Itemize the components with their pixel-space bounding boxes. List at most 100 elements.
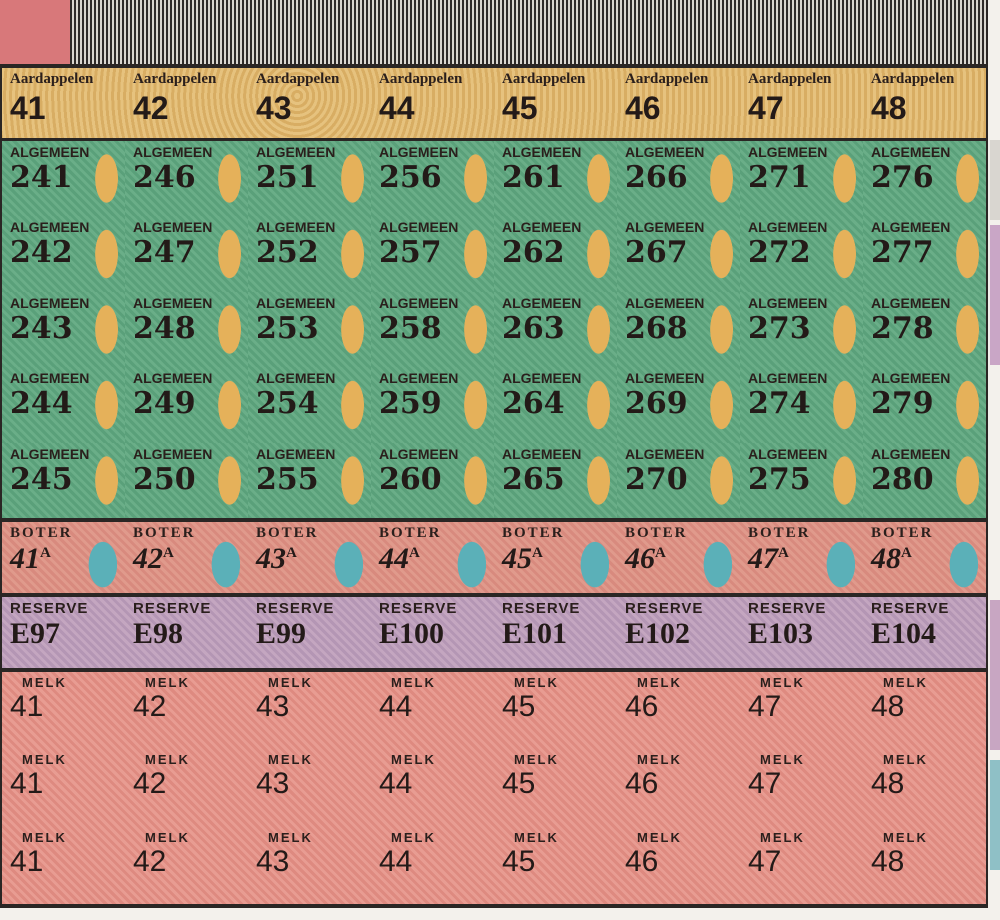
coupon-suffix: A [409,545,420,561]
coupon-label: ALGEMEEN [502,219,582,236]
coupon-number-text: 267 [625,235,688,271]
boter-coupon: BOTER 41A [2,522,125,593]
algemeen-coupon: ALGEMEEN 274 [740,367,863,443]
coupon-number: 262 [502,235,617,270]
coupon-number: 258 [379,311,494,346]
coupon-number-text: 245 [10,461,73,497]
coupon-label: ALGEMEEN [625,294,705,311]
algemeen-coupon: ALGEMEEN 269 [617,367,740,443]
algemeen-coupon: ALGEMEEN 263 [494,292,617,368]
coupon-number: 254 [256,386,371,421]
aardappelen-coupon: Aardappelen 48 [863,68,986,138]
coupon-number: 263 [502,311,617,346]
coupon-number: 46 [625,90,740,127]
melk-coupon: MELK 44 [371,749,494,826]
coupon-number: 250 [133,462,248,497]
melk-block: MELK 41 MELK 42 MELK 43 MELK 44 MELK 45 MELK 46 MELK… [2,672,986,904]
coupon-number-text: 46 [625,690,659,723]
coupon-label: MELK [637,675,682,690]
coupon-label: ALGEMEEN [133,219,213,236]
algemeen-coupon: ALGEMEEN 276 [863,141,986,217]
coupon-number: 47 [748,767,863,801]
coupon-number-text: 255 [256,461,319,497]
coupon-number: 273 [748,311,863,346]
coupon-number: 47A [748,542,863,576]
coupon-number-text: 43 [256,844,290,878]
coupon-number-text: 43 [256,690,290,723]
coupon-number: 41A [10,542,125,576]
algemeen-coupon: ALGEMEEN 261 [494,141,617,217]
coupon-number-text: 46 [625,90,661,126]
coupon-label: ALGEMEEN [256,219,336,236]
coupon-label: RESERVE [502,600,581,617]
coupon-number: 243 [10,311,125,346]
coupon-number: 266 [625,160,740,195]
coupon-label: Aardappelen [871,71,955,87]
coupon-number-text: 42 [133,767,167,801]
algemeen-coupon: ALGEMEEN 262 [494,216,617,292]
coupon-label: BOTER [871,525,934,541]
melk-coupon: MELK 46 [617,672,740,749]
coupon-label: MELK [268,829,313,845]
coupon-label: ALGEMEEN [133,294,213,311]
algemeen-coupon: ALGEMEEN 256 [371,141,494,217]
melk-coupon: MELK 47 [740,672,863,749]
coupon-number-text: 42 [133,844,167,878]
algemeen-coupon: ALGEMEEN 258 [371,292,494,368]
coupon-label: ALGEMEEN [379,144,459,160]
coupon-label: ALGEMEEN [625,445,705,462]
melk-coupon: MELK 42 [125,827,248,904]
coupon-suffix: A [532,545,543,561]
coupon-number: 43 [256,90,371,127]
coupon-number-text: E101 [502,617,568,650]
coupon-number-text: 46 [625,767,659,801]
coupon-number-text: 43 [256,542,286,575]
coupon-number: 249 [133,386,248,421]
melk-coupon: MELK 44 [371,672,494,749]
coupon-number: 42 [133,690,248,724]
coupon-number-text: 47 [748,767,782,801]
boter-coupon: BOTER 42A [125,522,248,593]
coupon-label: BOTER [133,525,196,541]
coupon-label: ALGEMEEN [502,294,582,311]
melk-coupon: MELK 44 [371,827,494,904]
coupon-number: 45A [502,542,617,576]
coupon-number-text: 48 [871,542,901,575]
melk-coupon: MELK 47 [740,749,863,826]
coupon-number: 246 [133,160,248,195]
coupon-number: E101 [502,617,617,651]
coupon-number-text: 265 [502,461,565,497]
coupon-number: 47 [748,690,863,724]
coupon-number-text: 248 [133,310,196,346]
edge-strip [990,140,1000,220]
coupon-number-text: 279 [871,386,934,422]
coupon-label: ALGEMEEN [256,445,336,462]
coupon-number: 42 [133,90,248,127]
coupon-number-text: 257 [379,235,442,271]
algemeen-coupon: ALGEMEEN 246 [125,141,248,217]
coupon-number: 44 [379,90,494,127]
coupon-label: ALGEMEEN [748,144,828,160]
coupon-label: ALGEMEEN [379,445,459,462]
algemeen-coupon: ALGEMEEN 244 [2,367,125,443]
coupon-number: 257 [379,235,494,270]
coupon-number-text: 258 [379,310,442,346]
coupon-number-text: 46 [625,844,659,878]
reserve-row: RESERVE E97 RESERVE E98 RESERVE E99 RESERVE E10… [2,597,986,668]
coupon-number: 46 [625,845,740,879]
coupon-label: ALGEMEEN [871,219,951,236]
coupon-label: ALGEMEEN [502,370,582,387]
coupon-number-text: 44 [379,844,413,878]
algemeen-coupon: ALGEMEEN 247 [125,216,248,292]
coupon-label: BOTER [748,525,811,541]
coupon-number: 267 [625,235,740,270]
coupon-label: MELK [145,829,190,845]
coupon-label: MELK [883,752,928,768]
coupon-number-text: 246 [133,160,196,195]
coupon-number: 47 [748,90,863,127]
coupon-number: 47 [748,845,863,879]
coupon-number-text: 45 [502,767,536,801]
coupon-number: 265 [502,462,617,497]
melk-coupon: MELK 46 [617,827,740,904]
algemeen-coupon: ALGEMEEN 254 [248,367,371,443]
